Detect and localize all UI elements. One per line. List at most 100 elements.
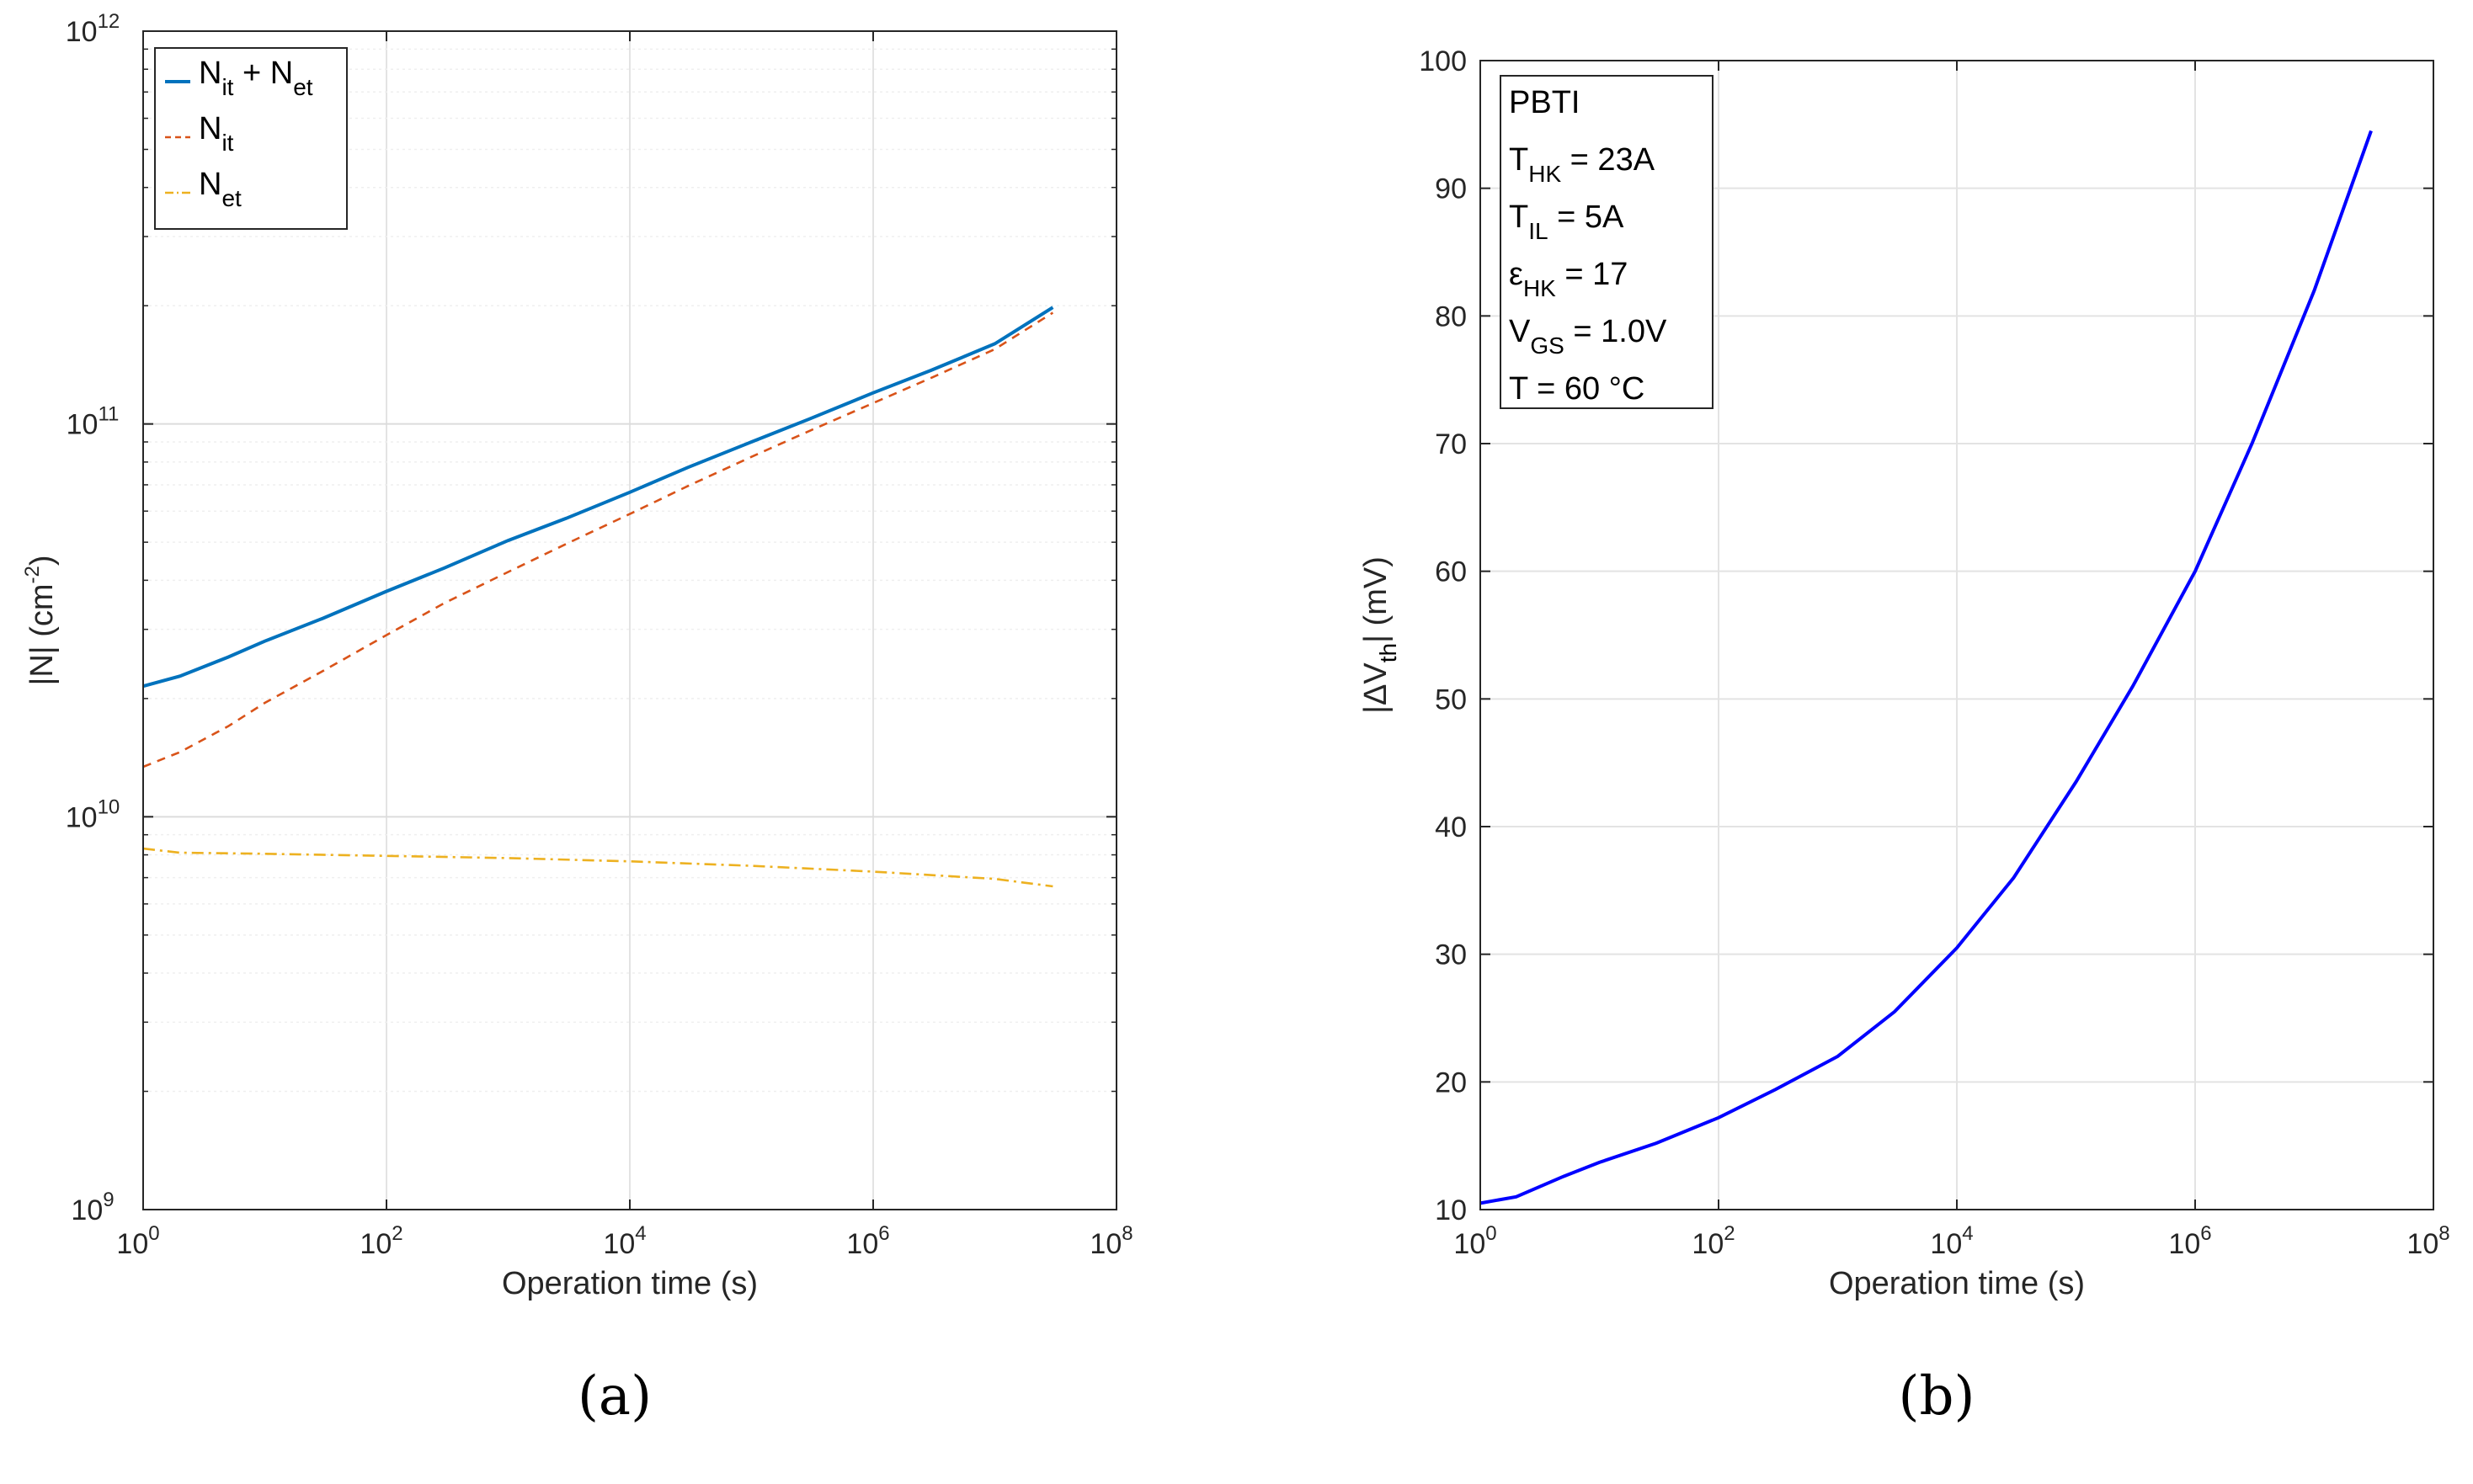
x-tick-exp: 6 — [2200, 1222, 2211, 1245]
y-tick-exp: 9 — [103, 1189, 114, 1211]
x-tick-exp: 2 — [392, 1222, 402, 1245]
caption-b: (b) — [1899, 1365, 1975, 1428]
legend-sub: it — [221, 74, 233, 100]
annotation-line-3: TIL = 5A — [1509, 199, 1624, 244]
x-tick-exp: 6 — [878, 1222, 889, 1245]
x-tick-exp: 8 — [2438, 1222, 2449, 1245]
x-tick-label: 102 — [360, 1222, 402, 1260]
y-axis-label-sub: th — [1375, 643, 1401, 662]
x-tick-exp: 0 — [1485, 1222, 1496, 1245]
caption-a: (a) — [578, 1365, 652, 1428]
series-line-3 — [142, 847, 1053, 888]
series-line-1 — [1479, 130, 2373, 1205]
x-tick-base: 10 — [1692, 1228, 1724, 1260]
x-tick-base: 10 — [116, 1228, 148, 1260]
y-tick-base: 10 — [67, 409, 99, 441]
annotation-rest: = 1.0V — [1564, 314, 1667, 349]
y-tick-label: 1011 — [67, 403, 120, 441]
y-axis-label-main: |N| (cm — [24, 583, 60, 685]
y-tick-label: 100 — [1419, 45, 1467, 77]
x-tick-base: 10 — [360, 1228, 392, 1260]
annotation-main: V — [1509, 314, 1531, 349]
y-tick-base: 10 — [71, 1194, 103, 1226]
legend-sub: it — [221, 130, 233, 156]
x-tick-label: 102 — [1692, 1222, 1735, 1260]
y-axis-label-main: |ΔV — [1358, 662, 1394, 714]
y-axis-label-tail: | (mV) — [1358, 556, 1394, 643]
y-tick-label: 40 — [1435, 811, 1467, 843]
legend-entry-3: Net — [199, 167, 242, 211]
x-tick-label: 106 — [846, 1222, 889, 1260]
series-line-1 — [142, 306, 1054, 689]
annotation-rest: = 17 — [1556, 257, 1628, 292]
legend: Nit + Net Nit Net — [154, 47, 348, 230]
y-axis-label: |N| (cm-2) — [21, 555, 60, 685]
grid-lines — [143, 31, 1117, 1210]
annotation-rest: = 23A — [1561, 142, 1655, 178]
y-tick-label: 80 — [1435, 301, 1467, 332]
x-tick-label: 104 — [603, 1222, 646, 1260]
annotation-main: T — [1509, 142, 1528, 178]
legend-main: N — [199, 56, 221, 91]
x-tick-label: 106 — [2168, 1222, 2211, 1260]
legend-main: N — [199, 167, 221, 202]
x-tick-label: 108 — [2406, 1222, 2449, 1260]
x-axis-label: Operation time (s) — [1829, 1266, 2085, 1301]
annotation-rest: = 5A — [1548, 199, 1624, 235]
y-axis-label-tail: ) — [24, 555, 60, 566]
y-tick-exp: 12 — [98, 10, 120, 33]
x-tick-base: 10 — [1090, 1228, 1122, 1260]
y-tick-label: 90 — [1435, 173, 1467, 205]
x-tick-exp: 4 — [1962, 1222, 1973, 1245]
x-tick-base: 10 — [1453, 1228, 1485, 1260]
x-tick-base: 10 — [1930, 1228, 1962, 1260]
y-tick-label: 30 — [1435, 939, 1467, 971]
x-tick-exp: 8 — [1122, 1222, 1133, 1245]
y-tick-label: 1012 — [66, 10, 120, 48]
y-tick-base: 10 — [66, 16, 98, 48]
annotation-main: ε — [1509, 257, 1523, 292]
y-axis-label-sup: -2 — [21, 566, 44, 583]
annotation-line-5: VGS = 1.0V — [1509, 314, 1667, 359]
annotation-sub: HK — [1528, 161, 1561, 187]
annotation-line-2: THK = 23A — [1509, 142, 1655, 187]
annotation-sub: IL — [1528, 218, 1548, 244]
y-tick-exp: 11 — [98, 403, 119, 426]
annotation-line-6: T = 60 °C — [1509, 371, 1644, 407]
annotation-line-1: PBTI — [1509, 85, 1580, 120]
panel-b-chart: 100 102 104 106 108102030405060708090100Oper… — [1358, 45, 2450, 1301]
y-axis-label: |ΔVth| (mV) — [1358, 556, 1401, 714]
x-tick-label: 100 — [116, 1222, 159, 1260]
legend-entry-2: Nit — [199, 111, 234, 156]
annotation-line-4: εHK = 17 — [1509, 257, 1628, 301]
x-tick-base: 10 — [2168, 1228, 2200, 1260]
annotation-sub: HK — [1523, 275, 1556, 301]
y-tick-label: 50 — [1435, 683, 1467, 715]
x-tick-exp: 4 — [635, 1222, 646, 1245]
panel-a-chart: 100 102 104 106 108109101010111012Operation … — [21, 10, 1133, 1301]
x-tick-base: 10 — [846, 1228, 878, 1260]
annotation-box — [1500, 75, 1714, 409]
series-line-2 — [142, 311, 1054, 769]
legend-main: N — [199, 111, 221, 146]
annotation-main: PBTI — [1509, 85, 1580, 120]
y-tick-label: 60 — [1435, 556, 1467, 588]
grid-lines — [1480, 61, 2433, 1210]
y-tick-label: 10 — [1435, 1194, 1467, 1226]
annotation-sub: GS — [1530, 332, 1564, 359]
y-tick-label: 109 — [71, 1189, 114, 1226]
y-tick-base: 10 — [66, 801, 98, 833]
y-tick-exp: 10 — [98, 795, 120, 818]
x-tick-label: 100 — [1453, 1222, 1496, 1260]
y-tick-label: 1010 — [66, 795, 120, 833]
x-tick-label: 108 — [1090, 1222, 1133, 1260]
x-tick-exp: 0 — [148, 1222, 159, 1245]
x-tick-base: 10 — [603, 1228, 635, 1260]
legend-extra: + N — [233, 56, 293, 91]
legend-box — [154, 47, 348, 230]
x-tick-label: 104 — [1930, 1222, 1973, 1260]
legend-sub2: et — [293, 74, 313, 100]
x-axis-label: Operation time (s) — [502, 1266, 758, 1301]
